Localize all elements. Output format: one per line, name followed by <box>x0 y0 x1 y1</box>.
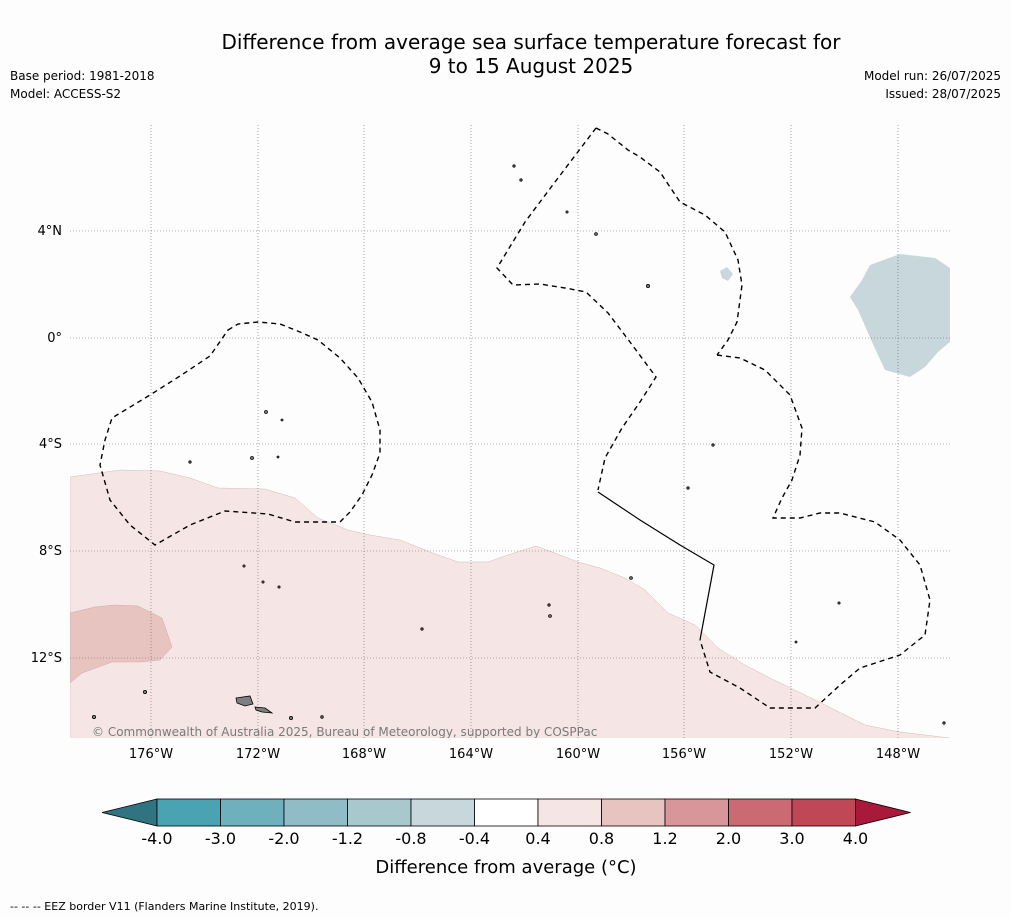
colorbar-extend-low <box>101 798 158 827</box>
lon-label-160w: 160°W <box>556 747 600 762</box>
lat-label-12s: 12°S <box>31 651 62 666</box>
islands <box>92 164 946 725</box>
colorbar-swatch <box>537 798 602 827</box>
colorbar-tick-label: -4.0 <box>141 829 172 848</box>
lat-label-4n: 4°N <box>38 224 63 239</box>
eez-footnote: -- -- -- EEZ border V11 (Flanders Marine… <box>10 900 319 913</box>
anomaly-region-warm <box>70 469 950 738</box>
island-upolu <box>254 706 274 714</box>
model-name: Model: ACCESS-S2 <box>10 87 122 101</box>
eez-borders <box>99 127 931 709</box>
lon-label-152w: 152°W <box>769 747 813 762</box>
issued-date: Issued: 28/07/2025 <box>885 87 1001 101</box>
anomaly-region-cool <box>850 254 950 377</box>
colorbar-swatch <box>347 798 412 827</box>
colorbar-extend-high <box>855 798 911 827</box>
lat-label-0: 0° <box>47 331 62 346</box>
colorbar: -4.0 -3.0 -2.0 -1.2 -0.8 -0.4 0.4 0.8 1.2 2.0 3.0 4… <box>101 798 911 878</box>
colorbar-tick-label: 2.0 <box>716 829 741 848</box>
colorbar-swatches <box>101 798 911 827</box>
colorbar-swatch <box>283 798 348 827</box>
colorbar-swatch <box>791 798 856 827</box>
colorbar-swatch <box>601 798 666 827</box>
lon-label-168w: 168°W <box>342 747 386 762</box>
lat-label-8s: 8°S <box>39 544 62 559</box>
boundary-line <box>597 491 715 641</box>
gridlines <box>70 125 950 738</box>
lon-label-156w: 156°W <box>662 747 706 762</box>
colorbar-tick-label: 0.8 <box>589 829 614 848</box>
colorbar-tick-label: 3.0 <box>779 829 804 848</box>
colorbar-swatch <box>664 798 729 827</box>
colorbar-tick-label: 1.2 <box>652 829 677 848</box>
colorbar-swatch <box>156 798 221 827</box>
map-title: Difference from average sea surface temp… <box>0 30 1011 78</box>
colorbar-tick-label: -1.2 <box>332 829 363 848</box>
colorbar-title: Difference from average (°C) <box>375 857 636 878</box>
lat-label-4s: 4°S <box>39 437 62 452</box>
colorbar-tick-label: -0.4 <box>459 829 490 848</box>
lon-label-172w: 172°W <box>236 747 280 762</box>
anomaly-region-cool-small <box>720 267 733 281</box>
colorbar-tick-label: -3.0 <box>205 829 236 848</box>
title-line-2: 9 to 15 August 2025 <box>428 54 634 78</box>
colorbar-swatch <box>220 798 285 827</box>
meta-left: Base period: 1981-2018 Model: ACCESS-S2 <box>10 67 155 103</box>
colorbar-tick-label: -2.0 <box>268 829 299 848</box>
colorbar-tick-label: -0.8 <box>395 829 426 848</box>
colorbar-swatch <box>410 798 475 827</box>
meta-right: Model run: 26/07/2025 Issued: 28/07/2025 <box>864 67 1001 103</box>
colorbar-tick-labels: -4.0 -3.0 -2.0 -1.2 -0.8 -0.4 0.4 0.8 1.2 2.0 3.0 4… <box>141 829 868 848</box>
lat-labels: 4°N 0° 4°S 8°S 12°S <box>31 224 62 666</box>
colorbar-swatch <box>474 798 539 827</box>
lon-labels: 176°W 172°W 168°W 164°W 160°W 156°W 152°… <box>129 747 920 762</box>
title-line-1: Difference from average sea surface temp… <box>221 30 841 54</box>
eez-border-north <box>496 127 931 709</box>
anomaly-region-warmer <box>70 604 173 684</box>
colorbar-swatch <box>728 798 793 827</box>
island-savaii <box>235 695 254 707</box>
map-layers: © Commonwealth of Australia 2025, Bureau… <box>70 125 950 739</box>
colorbar-tick-label: 4.0 <box>843 829 868 848</box>
base-period: Base period: 1981-2018 <box>10 69 155 83</box>
colorbar-tick-label: 0.4 <box>525 829 550 848</box>
copyright-credit: © Commonwealth of Australia 2025, Bureau… <box>92 725 597 739</box>
lon-label-164w: 164°W <box>449 747 493 762</box>
map-panel: © Commonwealth of Australia 2025, Bureau… <box>31 125 950 762</box>
lon-label-176w: 176°W <box>129 747 173 762</box>
model-run: Model run: 26/07/2025 <box>863 69 1001 83</box>
lon-label-148w: 148°W <box>876 747 920 762</box>
